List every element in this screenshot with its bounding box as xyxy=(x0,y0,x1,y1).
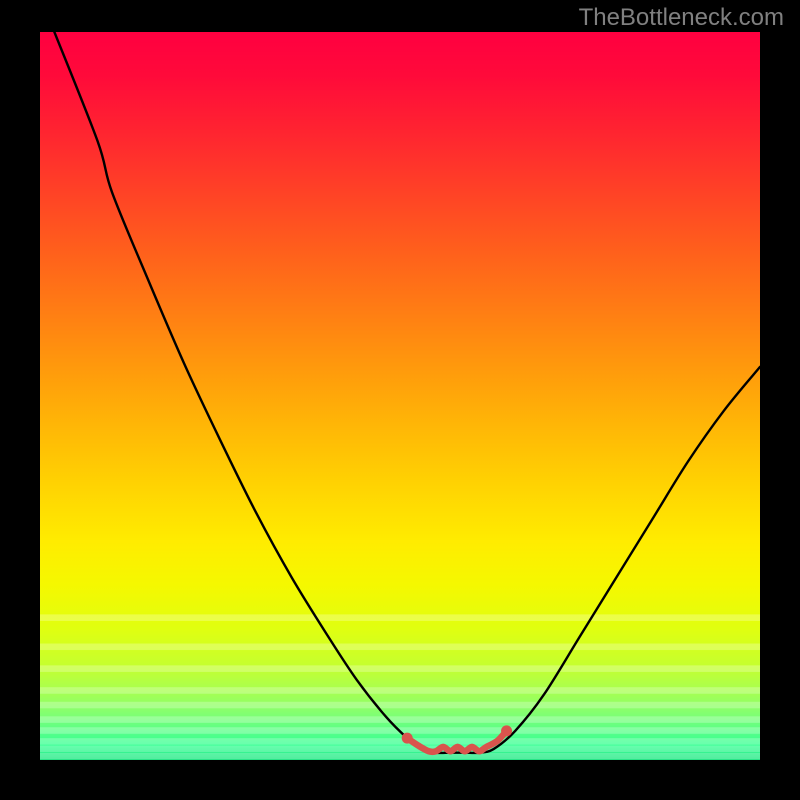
watermark-label: TheBottleneck.com xyxy=(579,4,784,32)
chart-svg xyxy=(0,0,800,800)
chart-frame: TheBottleneck.com xyxy=(0,0,800,800)
